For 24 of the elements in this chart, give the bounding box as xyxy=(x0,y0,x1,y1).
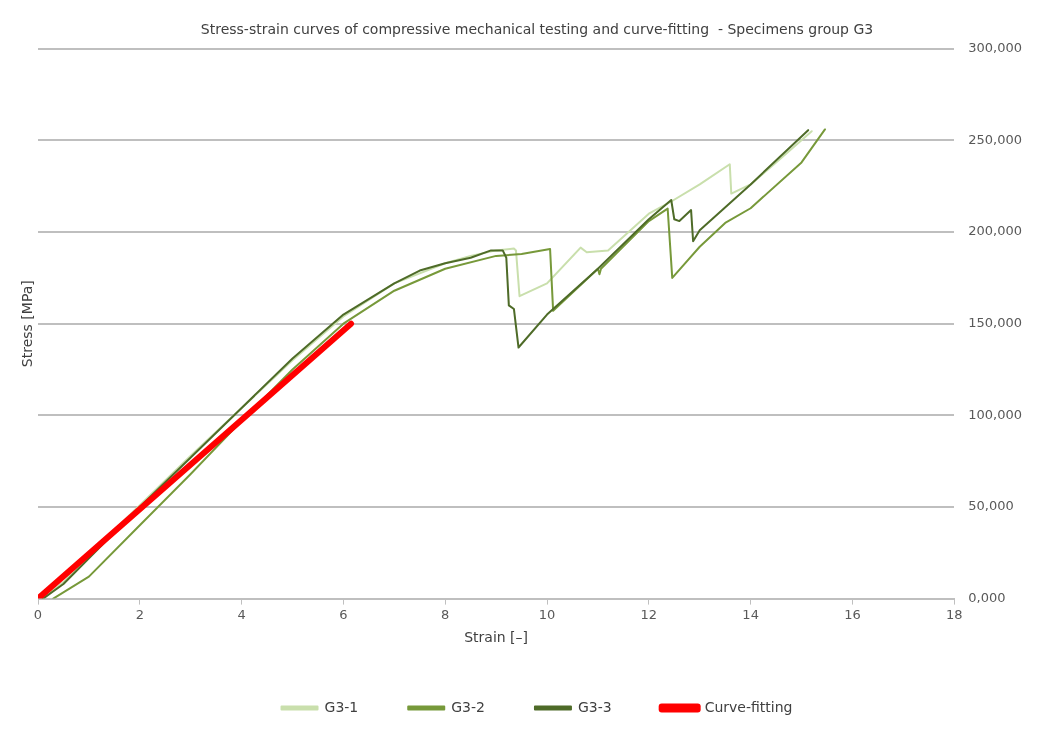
x-tick-label: 16 xyxy=(844,606,861,622)
x-axis-title: Strain [–] xyxy=(464,629,529,646)
x-tick-label: 8 xyxy=(441,606,450,622)
legend-label: G3-1 xyxy=(324,698,359,715)
x-tick-label: 14 xyxy=(742,606,759,622)
x-tick-label: 18 xyxy=(945,606,963,622)
legend-label: G3-3 xyxy=(577,698,612,715)
y-tick-label: 250,000 xyxy=(968,131,1023,147)
chart-title: Stress-strain curves of compressive mechanical testing and curve-fitting - Specimens group G3 xyxy=(200,21,874,38)
y-axis-title: Stress [MPa] xyxy=(18,280,35,368)
legend-label: G3-2 xyxy=(451,698,485,715)
y-tick-label: 100,000 xyxy=(968,406,1023,422)
y-tick-label: 0,000 xyxy=(968,589,1006,605)
y-tick-label: 150,000 xyxy=(968,315,1023,331)
x-tick-label: 2 xyxy=(135,606,144,622)
legend-label: Curve-fitting xyxy=(704,698,793,715)
x-tick-label: 10 xyxy=(538,606,556,622)
x-tick-label: 12 xyxy=(640,606,658,622)
x-tick-label: 4 xyxy=(237,606,246,622)
x-tick-label: 0 xyxy=(33,606,43,622)
x-tick-label: 6 xyxy=(339,606,348,622)
y-tick-label: 300,000 xyxy=(968,40,1023,56)
y-tick-label: 200,000 xyxy=(968,223,1023,239)
y-tick-label: 50,000 xyxy=(968,498,1014,514)
